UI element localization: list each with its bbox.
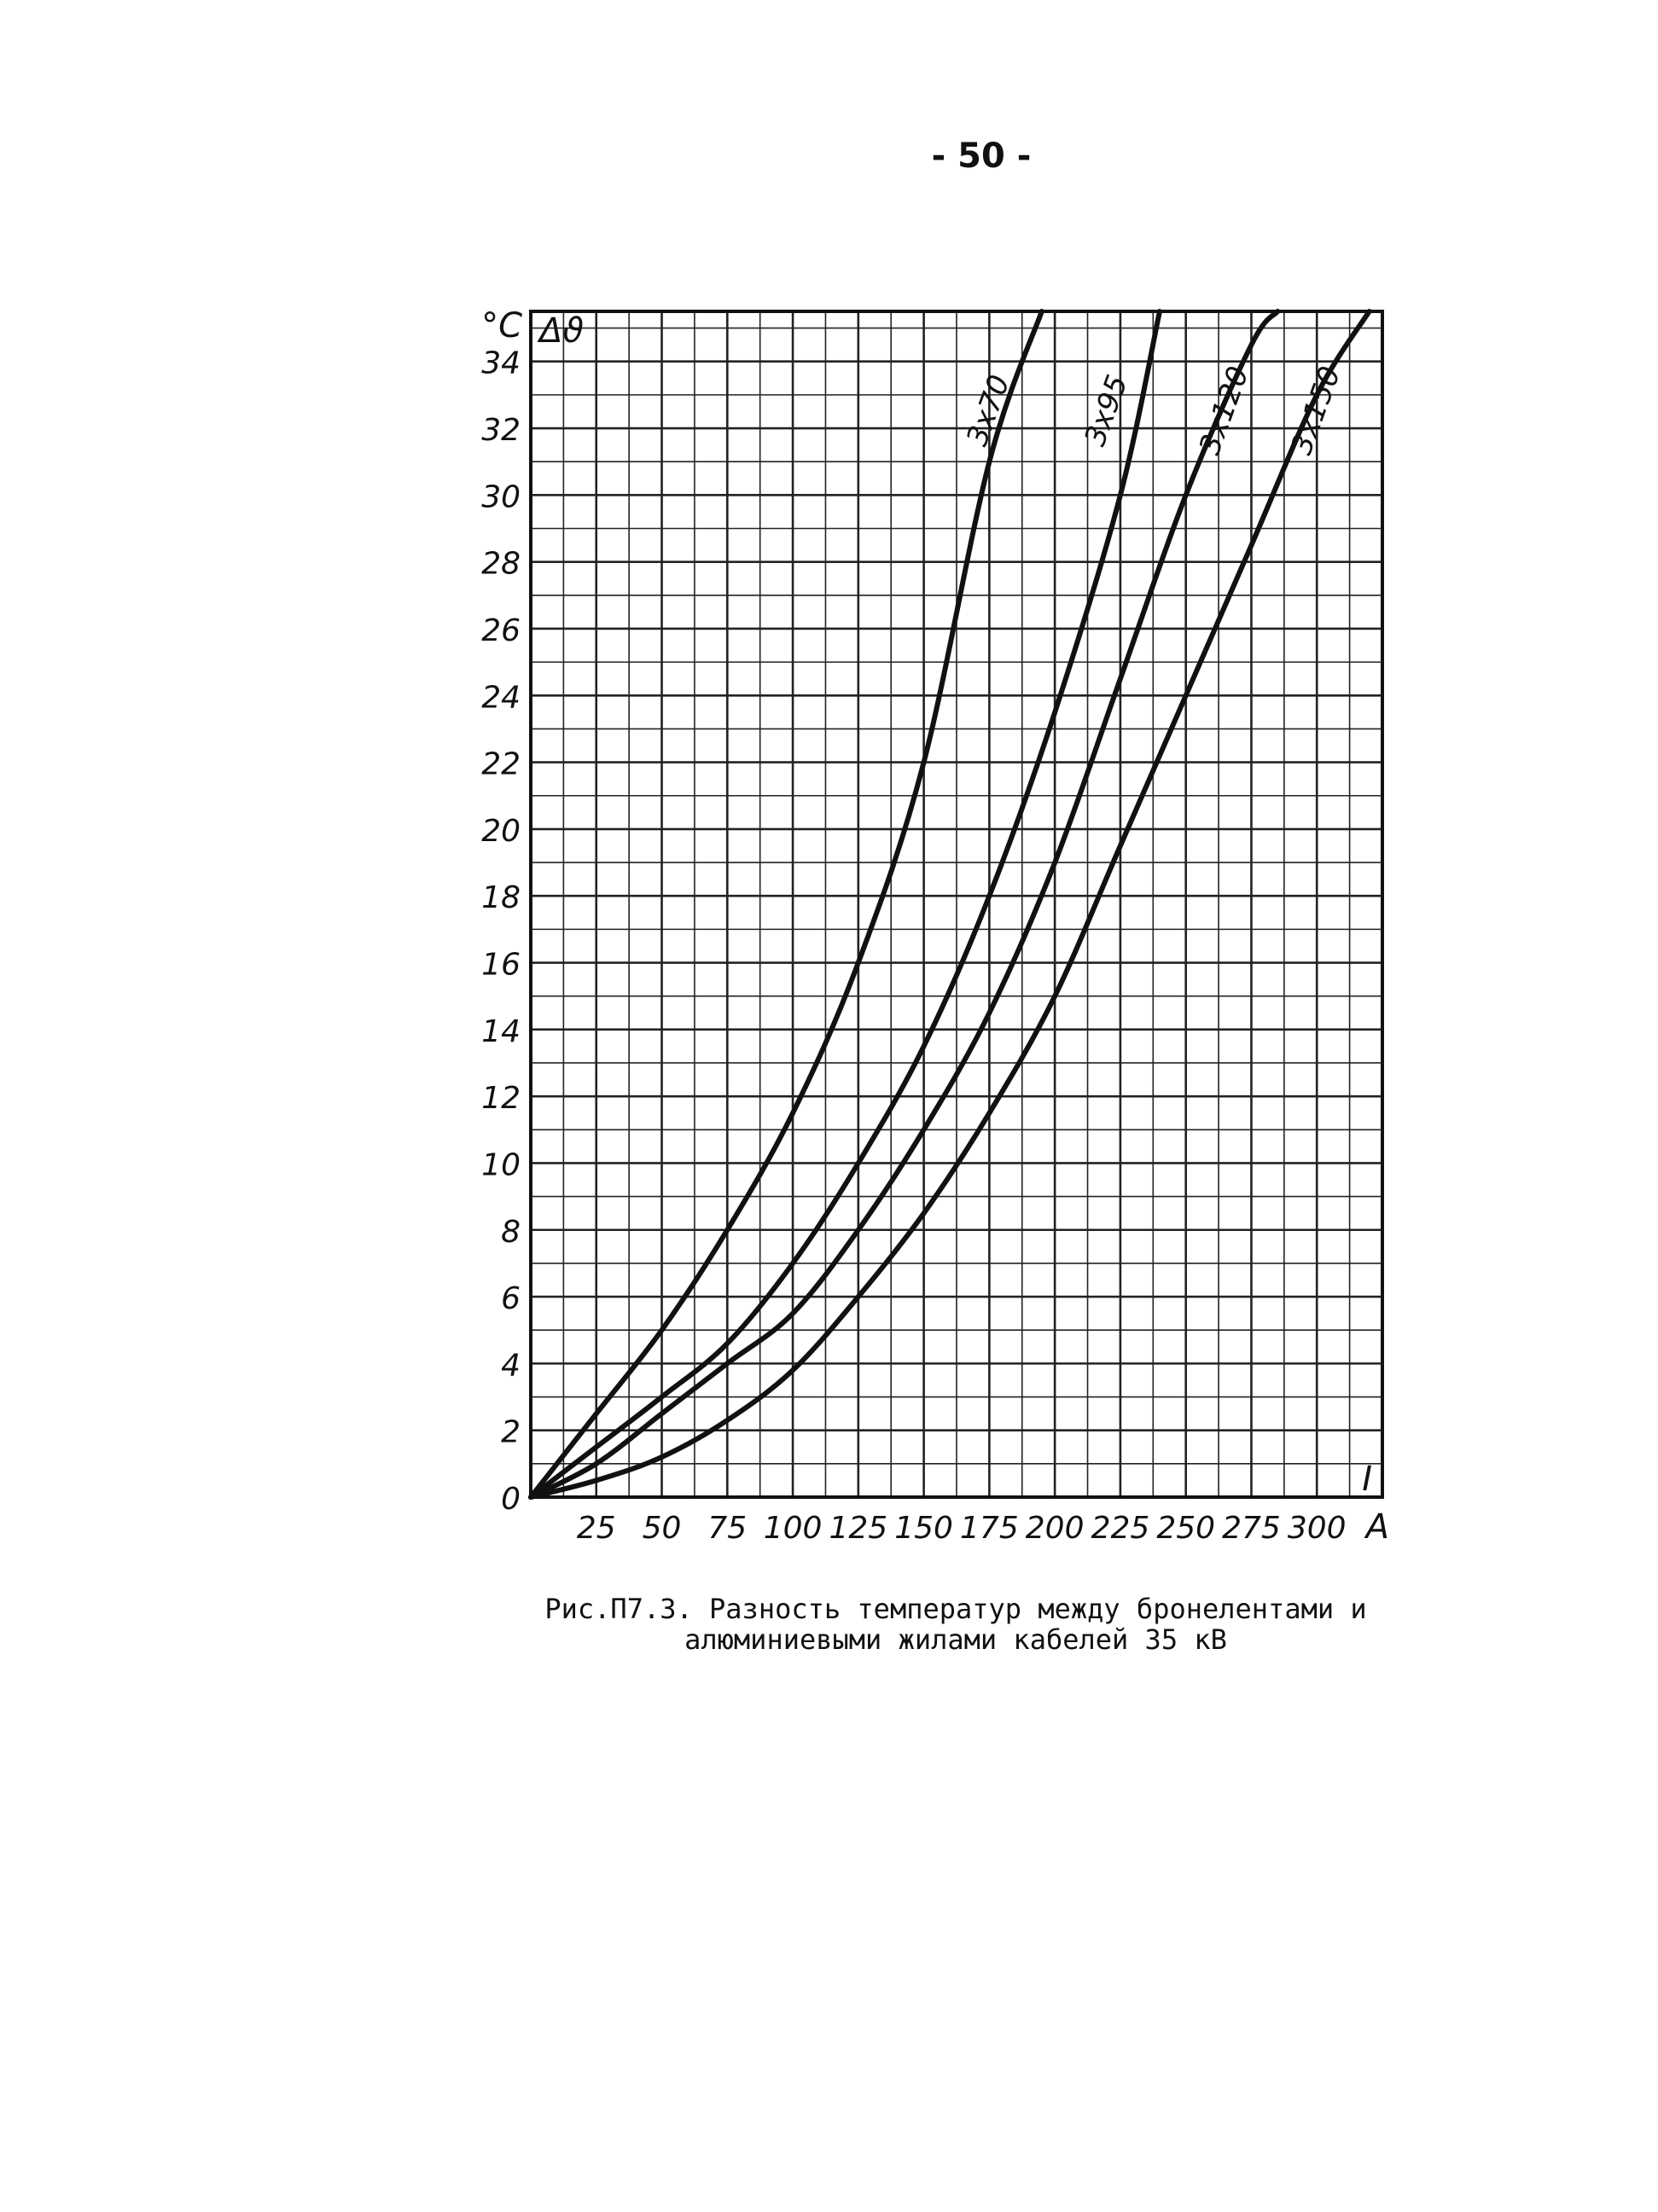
plot-frame (529, 310, 1384, 1499)
y-tick-label: 20 (481, 814, 521, 849)
y-tick-label: 24 (481, 680, 521, 715)
y-axis-label: Δϑ (537, 311, 584, 351)
y-tick-label: 14 (481, 1014, 521, 1049)
series-label-3x70: 3x70 (960, 370, 1017, 450)
y-tick-label: 22 (481, 747, 521, 782)
y-tick-label: 32 (481, 413, 521, 448)
x-axis-label: I (1362, 1460, 1372, 1499)
series-line-3x95 (528, 309, 1162, 1500)
y-tick-label: 12 (481, 1081, 521, 1116)
x-tick-label: 175 (960, 1511, 1019, 1546)
x-tick-label: 75 (707, 1511, 747, 1546)
y-tick-label: 28 (481, 547, 521, 582)
series-label-3x95: 3x95 (1078, 370, 1135, 450)
caption-line-2: алюминиевыми жилами кабелей 35 кВ (684, 1623, 1227, 1656)
series-line-3x70 (528, 309, 1044, 1500)
page-number: - 50 - (931, 136, 1032, 176)
figure-caption: Рис.П7.3. Разность температур между брон… (478, 1594, 1434, 1655)
x-tick-label: 100 (764, 1511, 823, 1546)
y-tick-label: 6 (501, 1281, 521, 1316)
y-tick-label: 10 (481, 1147, 521, 1182)
x-tick-labels: 25 50 75 100 125 150 175 200 225 250 275 300 (577, 1511, 1347, 1546)
y-tick-label: 4 (501, 1348, 521, 1383)
x-tick-label: 25 (577, 1511, 616, 1546)
y-tick-label: 0 (501, 1482, 521, 1517)
series-label-3x120: 3x120 (1193, 362, 1256, 459)
y-tick-label: 18 (481, 880, 521, 915)
temperature-difference-chart: 3x70 3x95 3x120 3x150 25 50 75 100 125 150 175 200… (481, 306, 1389, 1547)
x-tick-label: 250 (1156, 1511, 1215, 1546)
caption-line-1: Рис.П7.3. Разность температур между брон… (544, 1593, 1367, 1625)
y-tick-label: 2 (501, 1415, 521, 1450)
series-line-3x150 (528, 309, 1372, 1500)
x-tick-label: 225 (1091, 1511, 1150, 1546)
y-tick-label: 26 (481, 613, 521, 648)
y-tick-label: 34 (481, 346, 521, 381)
y-tick-label: 8 (501, 1215, 521, 1250)
series-label-3x150: 3x150 (1284, 362, 1347, 459)
x-tick-label: 125 (829, 1511, 887, 1546)
series-line-3x120 (528, 309, 1281, 1500)
x-axis-unit: A (1364, 1507, 1389, 1547)
x-tick-label: 300 (1288, 1511, 1347, 1546)
x-tick-label: 50 (643, 1511, 682, 1546)
series-layer (528, 309, 1372, 1500)
x-tick-label: 200 (1026, 1511, 1085, 1546)
x-tick-label: 275 (1222, 1511, 1281, 1546)
y-tick-label: 16 (481, 948, 521, 983)
y-tick-label: 30 (481, 479, 521, 514)
y-axis-unit: °C (481, 306, 522, 345)
x-tick-label: 150 (894, 1511, 953, 1546)
chart-grid-minor (531, 311, 1382, 1497)
